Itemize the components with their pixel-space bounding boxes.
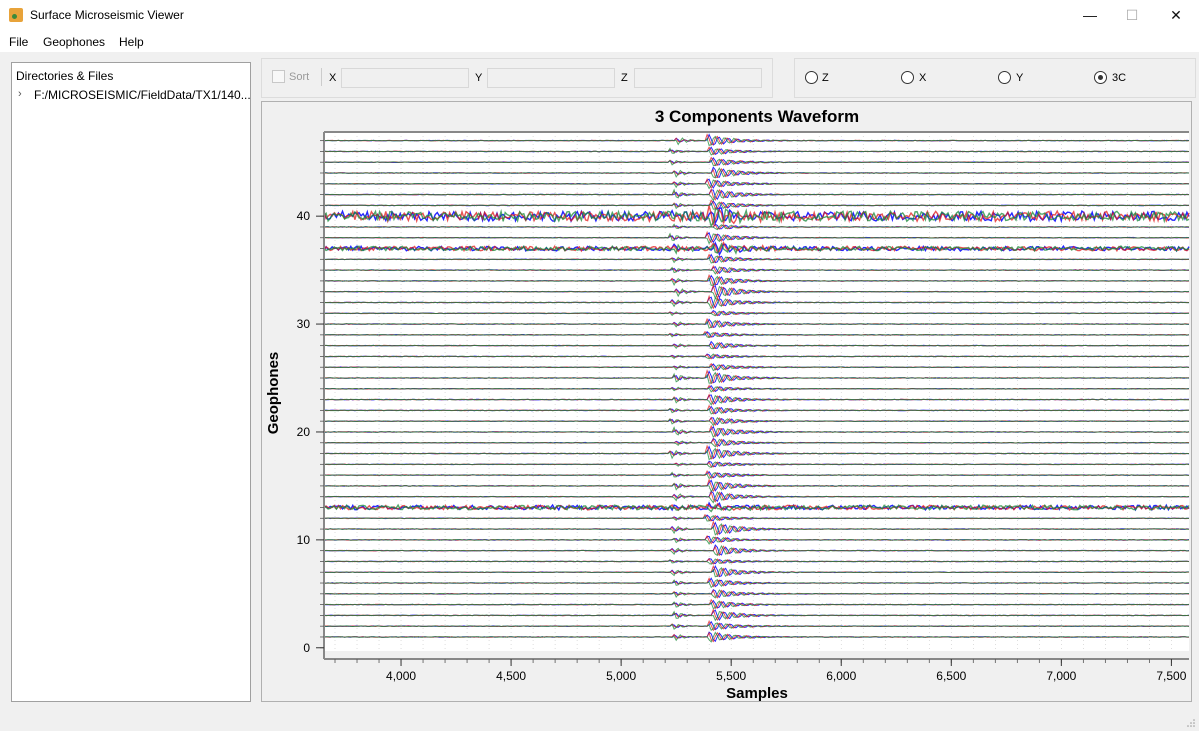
trace-y-13	[323, 503, 1190, 513]
trace-y-19	[323, 438, 1190, 448]
coordinate-group: Sort X Y Z	[261, 58, 773, 98]
y-tick-label: 30	[297, 317, 311, 331]
file-tree-panel: Directories & Files › F:/MICROSEISMIC/Fi…	[11, 62, 251, 702]
menu-bar: File Geophones Help	[0, 31, 1199, 52]
trace-y-44	[324, 167, 1190, 179]
radio-y[interactable]	[998, 71, 1011, 84]
x-tick-label: 5,500	[716, 669, 746, 683]
trace-y-23	[324, 394, 1190, 406]
trace-y-18	[323, 447, 1190, 461]
x-label: X	[329, 72, 337, 84]
menu-help[interactable]: Help	[119, 35, 144, 49]
trace-y-11	[323, 523, 1190, 536]
trace-y-35	[324, 266, 1190, 275]
sort-label: Sort	[289, 71, 310, 83]
trace-y-37	[323, 242, 1190, 255]
trace-y-28	[324, 342, 1190, 350]
radio-3c-label: 3C	[1112, 72, 1127, 84]
y-axis-label: Geophones	[265, 352, 282, 435]
trace-y-26	[323, 364, 1190, 372]
trace-y-21	[323, 417, 1189, 427]
trace-y-40	[323, 207, 1190, 228]
x-tick-label: 4,000	[386, 669, 416, 683]
app-icon	[9, 8, 23, 22]
y-field[interactable]	[487, 68, 615, 88]
trace-y-31	[324, 310, 1189, 317]
x-tick-label: 5,000	[606, 669, 636, 683]
minimize-button[interactable]: —	[1083, 7, 1097, 23]
trace-y-4	[323, 600, 1190, 610]
trace-y-41	[323, 201, 1190, 210]
size-grip-icon[interactable]	[1186, 718, 1196, 728]
trace-y-6	[323, 579, 1190, 589]
trace-y-20	[323, 426, 1190, 439]
trace-y-5	[324, 589, 1190, 599]
z-field[interactable]	[634, 68, 762, 88]
x-tick-label: 4,500	[496, 669, 526, 683]
radio-3c[interactable]	[1094, 71, 1107, 84]
sort-checkbox[interactable]	[272, 70, 285, 83]
file-tree-header: Directories & Files	[16, 69, 114, 83]
trace-y-16	[323, 471, 1190, 479]
trace-y-1	[323, 631, 1190, 643]
trace-y-46	[324, 147, 1190, 156]
trace-y-39	[323, 223, 1189, 231]
trace-y-27	[323, 353, 1190, 360]
x-field[interactable]	[341, 68, 469, 88]
trace-y-30	[323, 319, 1189, 329]
x-axis-label: Samples	[726, 685, 788, 701]
x-tick-label: 7,000	[1046, 669, 1076, 683]
radio-z[interactable]	[805, 71, 818, 84]
trace-y-15	[324, 481, 1190, 493]
close-button[interactable]: ✕	[1170, 7, 1182, 23]
trace-y-2	[323, 622, 1190, 631]
y-tick-label: 40	[297, 209, 311, 223]
trace-y-22	[323, 406, 1190, 415]
waveform-chart[interactable]: 3 Components Waveform Samples Geophones …	[262, 102, 1191, 701]
trace-y-38	[323, 232, 1190, 245]
radio-x-label: X	[919, 72, 927, 84]
y-tick-label: 0	[303, 641, 310, 655]
window-title: Surface Microseismic Viewer	[30, 8, 184, 22]
trace-y-24	[323, 386, 1190, 393]
trace-y-17	[323, 461, 1190, 469]
trace-y-9	[324, 544, 1190, 557]
y-label: Y	[475, 72, 483, 84]
toolbar-separator	[321, 68, 322, 86]
tree-item-folder[interactable]: F:/MICROSEISMIC/FieldData/TX1/140...	[34, 88, 251, 102]
waveform-plot: 3 Components Waveform Samples Geophones …	[261, 101, 1192, 702]
trace-y-36	[323, 255, 1190, 264]
trace-y-47	[324, 135, 1190, 147]
trace-y-29	[323, 332, 1190, 339]
y-tick-label: 10	[297, 533, 311, 547]
trace-y-33	[323, 285, 1190, 300]
trace-y-32	[323, 297, 1190, 310]
trace-y-34	[323, 275, 1189, 287]
trace-y-7	[324, 567, 1190, 578]
x-tick-label: 7,500	[1156, 669, 1186, 683]
trace-y-3	[323, 610, 1190, 622]
menu-file[interactable]: File	[9, 35, 29, 49]
maximize-button[interactable]: ☐	[1125, 7, 1139, 23]
chart-title: 3 Components Waveform	[655, 107, 859, 126]
trace-y-42	[323, 188, 1190, 202]
trace-y-14	[323, 491, 1190, 504]
radio-z-label: Z	[822, 72, 829, 84]
menu-geophones[interactable]: Geophones	[43, 35, 106, 49]
x-tick-label: 6,000	[826, 669, 856, 683]
trace-y-43	[323, 179, 1189, 190]
trace-y-12	[323, 515, 1190, 522]
trace-y-25	[323, 371, 1190, 384]
radio-x[interactable]	[901, 71, 914, 84]
trace-y-8	[323, 558, 1190, 565]
z-label: Z	[621, 72, 628, 84]
y-tick-label: 20	[297, 425, 311, 439]
radio-y-label: Y	[1016, 72, 1024, 84]
title-bar: Surface Microseismic Viewer — ☐ ✕	[0, 0, 1199, 31]
chevron-right-icon[interactable]: ›	[18, 88, 22, 100]
trace-y-10	[323, 536, 1190, 545]
component-group: Z X Y 3C	[794, 58, 1196, 98]
trace-y-45	[323, 158, 1190, 167]
x-tick-label: 6,500	[936, 669, 966, 683]
